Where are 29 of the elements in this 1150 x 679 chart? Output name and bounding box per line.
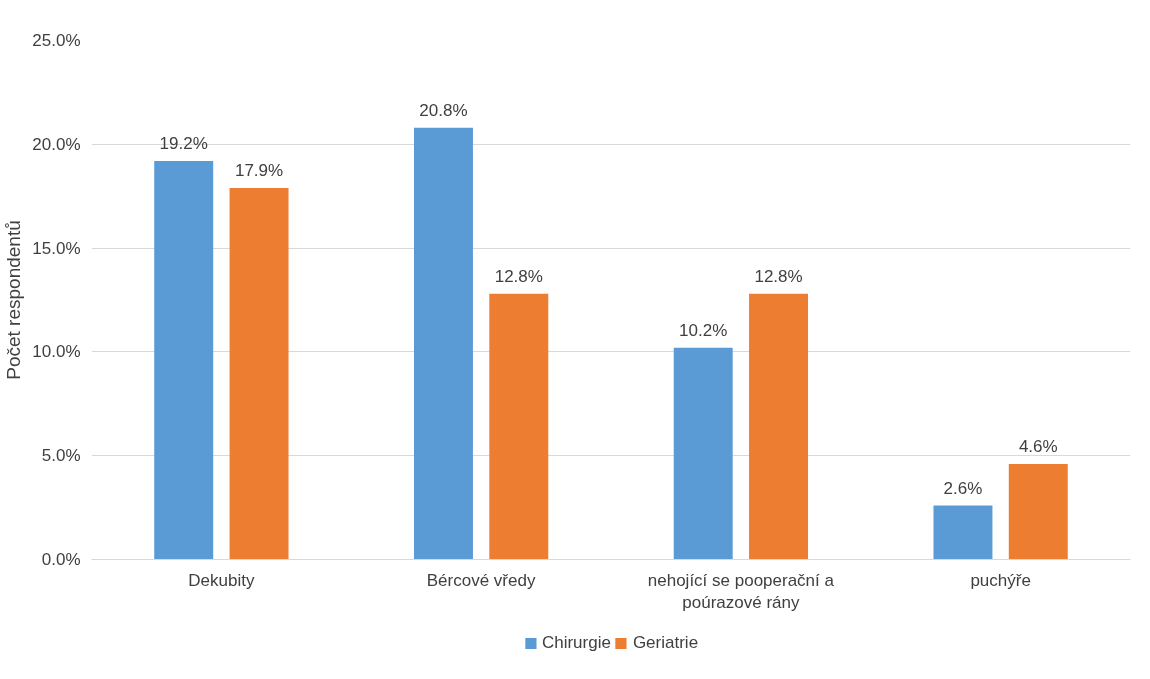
y-tick-label: 0.0% bbox=[41, 550, 81, 569]
data-label: 20.8% bbox=[419, 100, 468, 120]
x-tick-label: Bércové vředy bbox=[426, 570, 536, 590]
y-tick-label: 15.0% bbox=[32, 238, 81, 258]
data-label: 12.8% bbox=[494, 266, 543, 286]
x-tick-label: Dekubity bbox=[188, 570, 255, 590]
x-tick-label: puchýře bbox=[970, 570, 1031, 590]
bar bbox=[749, 293, 809, 560]
bar bbox=[933, 505, 993, 560]
bar bbox=[229, 187, 289, 560]
bar bbox=[1008, 464, 1068, 560]
bar bbox=[154, 160, 214, 560]
y-tick-label: 20.0% bbox=[32, 134, 81, 154]
legend-label: Geriatrie bbox=[632, 632, 699, 653]
data-label: 17.9% bbox=[234, 160, 284, 180]
y-tick-label: 25.0% bbox=[32, 31, 81, 50]
y-tick-label: 10.0% bbox=[32, 342, 81, 362]
data-label: 12.8% bbox=[754, 266, 803, 286]
y-tick-label: 5.0% bbox=[41, 446, 81, 466]
y-axis-title: Počet respondentů bbox=[3, 220, 25, 380]
legend-label: Chirurgie bbox=[541, 632, 611, 653]
x-tick-label: nehojící se pooperační a poúrazové rány bbox=[647, 570, 835, 613]
data-label: 10.2% bbox=[679, 320, 728, 340]
data-label: 19.2% bbox=[159, 133, 208, 153]
data-label: 4.6% bbox=[1018, 437, 1058, 456]
bar bbox=[673, 347, 733, 560]
data-label: 2.6% bbox=[943, 478, 983, 498]
bar bbox=[413, 127, 473, 560]
bar bbox=[489, 293, 549, 560]
